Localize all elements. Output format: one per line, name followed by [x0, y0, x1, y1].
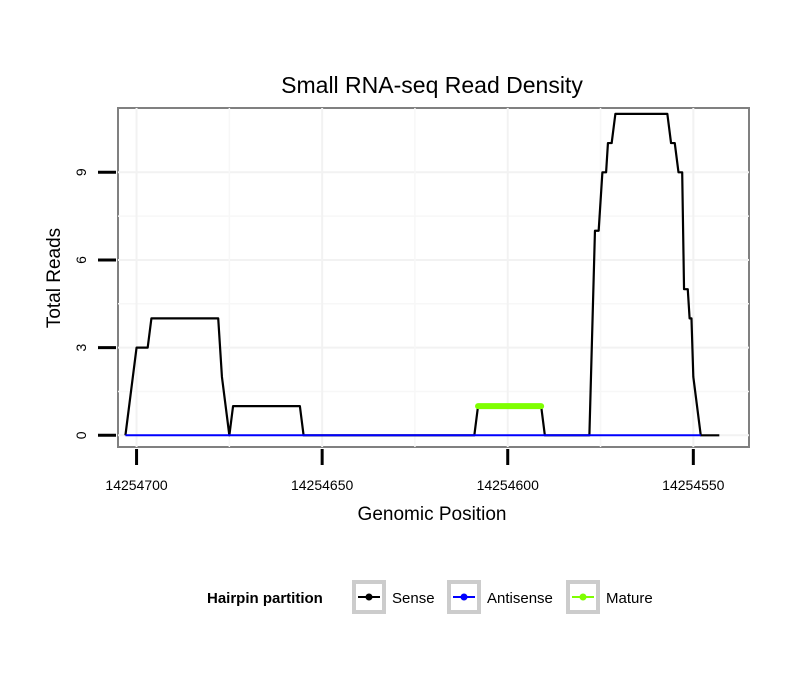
legend-item-sense: Sense — [352, 580, 435, 614]
y-axis-title: Total Reads — [44, 228, 65, 328]
legend-title: Hairpin partition — [207, 590, 323, 607]
legend: Hairpin partition Sense Antisense Mature — [207, 580, 653, 614]
series-layer — [124, 112, 720, 437]
y-axis: 0 3 6 9 — [73, 168, 116, 439]
legend-point-mature — [579, 593, 587, 601]
legend-point-sense — [365, 593, 373, 601]
legend-label-sense: Sense — [392, 590, 435, 607]
x-tick-label: 14254600 — [477, 477, 540, 493]
plot-panel — [117, 107, 750, 448]
legend-label-mature: Mature — [606, 590, 653, 607]
chart-title: Small RNA-seq Read Density — [281, 72, 583, 98]
legend-item-mature: Mature — [566, 580, 653, 614]
legend-point-antisense — [460, 593, 468, 601]
x-axis-title: Genomic Position — [358, 504, 507, 525]
y-tick-label: 9 — [73, 168, 89, 176]
series-line-sense — [124, 112, 720, 437]
y-tick-label: 6 — [73, 256, 89, 264]
grid — [118, 108, 749, 447]
legend-item-antisense: Antisense — [447, 580, 553, 614]
x-tick-label: 14254550 — [662, 477, 725, 493]
x-tick-label: 14254650 — [291, 477, 354, 493]
x-axis: 14254700 14254650 14254600 14254550 — [105, 449, 725, 493]
y-tick-label: 0 — [73, 431, 89, 439]
x-tick-label: 14254700 — [105, 477, 168, 493]
legend-label-antisense: Antisense — [487, 590, 553, 607]
y-tick-label: 3 — [73, 344, 89, 352]
